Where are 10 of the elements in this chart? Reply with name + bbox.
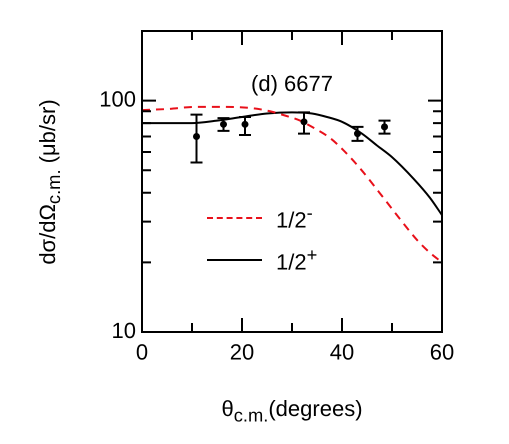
text: (d) 6677 [250,71,334,97]
y-tick-label: 10 [112,318,136,344]
legend-label: 1/2$^{+}$ [276,244,318,276]
x-tick-label: 0 [136,339,148,364]
y-tick-label: 100 [99,86,136,112]
x-axis-title: θ$_{c.m.}$(degrees) [220,396,364,426]
legend-label: 1/2$^{-}$ [276,202,313,234]
x-tick-label: 40 [330,339,354,364]
x-tick-label: 20 [230,339,254,364]
x-tick-label: 60 [430,339,454,364]
